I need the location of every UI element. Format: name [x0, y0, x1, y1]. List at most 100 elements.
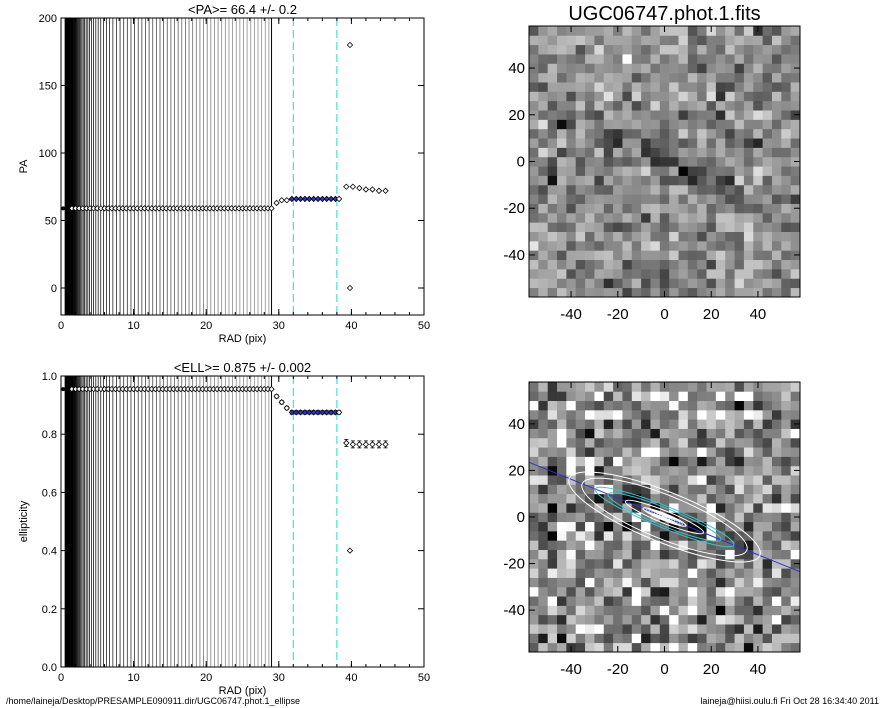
- image-pixel: [697, 82, 707, 92]
- image-pixel: [697, 194, 707, 204]
- image-pixel: [771, 82, 782, 92]
- image-pixel: [566, 100, 577, 111]
- image-pixel: [547, 642, 558, 652]
- image-pixel: [538, 605, 549, 616]
- image-pixel: [631, 465, 642, 476]
- image-pixel: [659, 156, 670, 167]
- image-pixel: [706, 409, 717, 420]
- image-pixel: [790, 614, 800, 625]
- image-pixel: [725, 44, 735, 55]
- image-pixel: [753, 596, 764, 606]
- x-tick-label: 40: [345, 672, 357, 684]
- image-pixel: [725, 503, 735, 513]
- image-pixel: [557, 558, 567, 569]
- image-pixel: [781, 642, 792, 652]
- image-pixel: [762, 409, 773, 420]
- image-pixel: [725, 419, 735, 429]
- image-pixel: [715, 437, 726, 448]
- image-pixel: [743, 512, 754, 523]
- image-pixel: [613, 166, 623, 176]
- image-pixel: [622, 633, 633, 644]
- image-pixel: [743, 456, 754, 467]
- image-pixel: [753, 147, 764, 158]
- image-pixel: [706, 194, 717, 204]
- pixel-grid: [529, 26, 800, 297]
- image-pixel: [613, 91, 623, 102]
- image-pixel: [771, 231, 782, 242]
- image-pixel: [547, 194, 558, 204]
- data-point: [314, 409, 322, 416]
- image-pixel: [566, 259, 577, 270]
- image-pixel: [659, 558, 670, 569]
- image-pixel: [706, 82, 717, 92]
- image-pixel: [706, 91, 717, 102]
- image-pixel: [585, 82, 595, 92]
- image-pixel: [585, 203, 595, 214]
- image-pixel: [538, 268, 549, 279]
- image-pixel: [566, 268, 577, 279]
- image-pixel: [706, 184, 717, 195]
- image-pixel: [771, 287, 782, 297]
- image-pixel: [781, 119, 792, 130]
- image-pixel: [594, 212, 605, 223]
- image-title: UGC06747.phot.1.fits: [568, 3, 760, 25]
- image-pixel: [687, 259, 698, 270]
- image-pixel: [706, 493, 717, 504]
- image-pixel: [669, 128, 679, 139]
- image-pixel: [631, 278, 642, 289]
- image-pixel: [659, 184, 670, 195]
- image-pixel: [678, 577, 689, 588]
- image-pixel: [566, 586, 577, 597]
- image-pixel: [697, 400, 707, 411]
- image-pixel: [641, 278, 651, 289]
- image-pixel: [734, 203, 745, 214]
- data-point: [61, 387, 66, 392]
- image-pixel: [659, 44, 670, 55]
- image-pixel: [650, 128, 661, 139]
- image-pixel: [585, 586, 595, 597]
- image-pixel: [762, 54, 773, 64]
- image-pixel: [575, 400, 586, 411]
- image-pixel: [715, 72, 726, 83]
- image-pixel: [715, 540, 726, 550]
- image-pixel: [678, 456, 689, 467]
- image-pixel: [753, 605, 764, 616]
- image-pixel: [697, 475, 707, 485]
- image-pixel: [566, 184, 577, 195]
- image-pixel: [678, 484, 689, 495]
- image-pixel: [603, 222, 614, 232]
- image-pixel: [706, 110, 717, 120]
- image-pixel: [557, 222, 567, 232]
- image-pixel: [697, 44, 707, 55]
- image-pixel: [594, 72, 605, 83]
- image-pixel: [678, 268, 689, 279]
- image-pixel: [622, 475, 633, 485]
- image-pixel: [641, 222, 651, 232]
- image-pixel: [659, 605, 670, 616]
- image-pixel: [734, 175, 745, 186]
- image-pixel: [687, 63, 698, 74]
- image-pixel: [678, 596, 689, 606]
- image-pixel: [566, 110, 577, 120]
- image-pixel: [631, 100, 642, 111]
- image-pixel: [790, 54, 800, 64]
- image-pixel: [753, 456, 764, 467]
- image-pixel: [743, 493, 754, 504]
- image-pixel: [725, 175, 735, 186]
- image-pixel: [631, 456, 642, 467]
- image-pixel: [594, 596, 605, 606]
- image-pixel: [687, 110, 698, 120]
- data-point: [349, 441, 357, 448]
- image-pixel: [697, 503, 707, 513]
- image-pixel: [622, 203, 633, 214]
- image-pixel: [781, 633, 792, 644]
- image-pixel: [706, 605, 717, 616]
- image-pixel: [697, 382, 707, 392]
- image-pixel: [575, 456, 586, 467]
- image-pixel: [529, 503, 539, 513]
- image-pixel: [669, 400, 679, 411]
- image-pixel: [715, 231, 726, 242]
- x-tick-label: -20: [607, 661, 629, 678]
- image-pixel: [771, 624, 782, 634]
